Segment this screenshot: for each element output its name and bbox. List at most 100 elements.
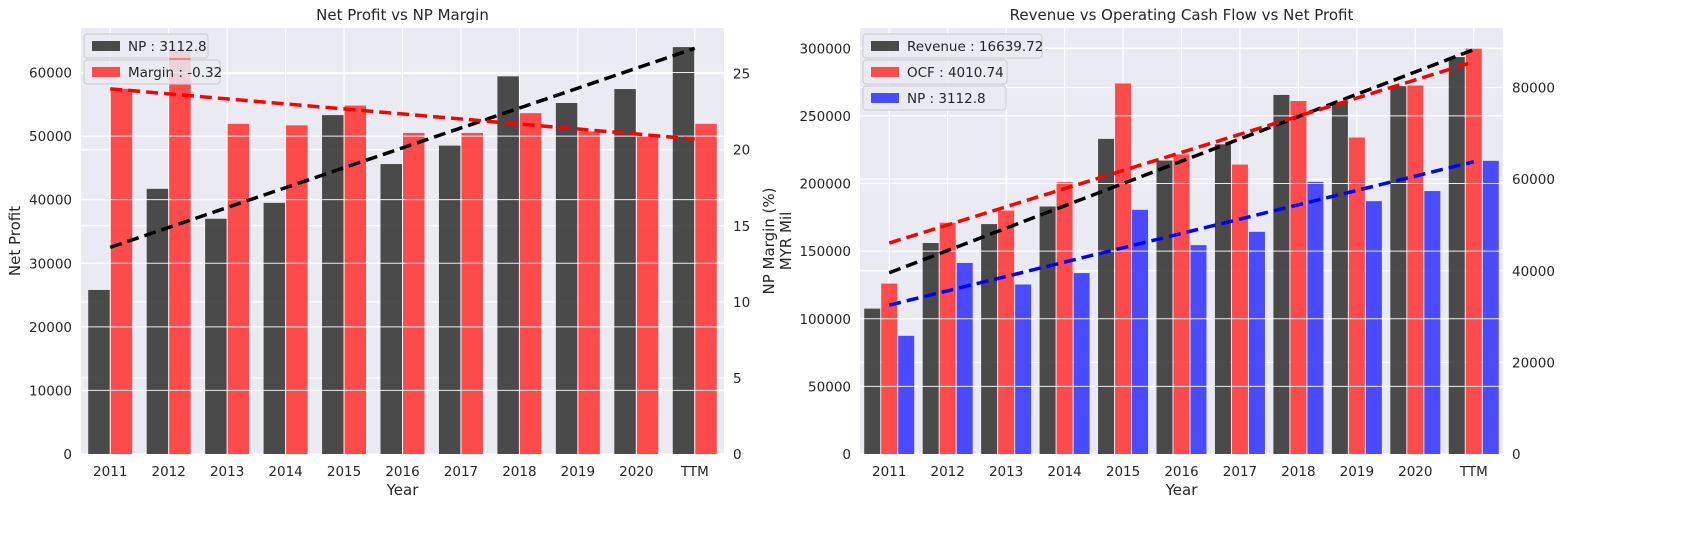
legend-swatch xyxy=(92,41,120,51)
bar-2-2013 xyxy=(998,210,1015,454)
x-tick-label: 2014 xyxy=(268,464,302,480)
bar-2-2019 xyxy=(578,131,600,454)
x-tick-label: 2020 xyxy=(1398,464,1432,480)
bar-1-2020 xyxy=(614,89,636,454)
bar-1-2016 xyxy=(380,164,402,454)
trendline-2 xyxy=(110,87,695,141)
x-tick-label: 2018 xyxy=(502,464,536,480)
bar-2-2014 xyxy=(1056,182,1073,454)
legend-swatch xyxy=(871,93,899,103)
bar-2-2019 xyxy=(1348,137,1365,455)
bar-1-TTM xyxy=(1448,57,1465,454)
y-tick-label-right: 80000 xyxy=(1512,81,1555,97)
bar-1-2011 xyxy=(88,289,110,454)
legend-swatch xyxy=(92,67,120,77)
x-tick-label: TTM xyxy=(1459,464,1488,480)
legend-label: NP : 3112.8 xyxy=(907,91,986,107)
bar-1-2019 xyxy=(555,103,578,455)
bar-2-2016 xyxy=(403,132,425,454)
legend-entry-1: NP : 3112.8 xyxy=(83,33,209,59)
legend-label: Revenue : 16639.72 xyxy=(907,39,1043,55)
legend-swatch xyxy=(871,67,899,77)
x-tick-label: 2015 xyxy=(1106,464,1140,480)
x-tick-label: 2017 xyxy=(1223,464,1257,480)
legend-entry-2: Margin : -0.32 xyxy=(83,59,222,85)
y-tick-label-left: 300000 xyxy=(799,41,851,57)
bar-1-2017 xyxy=(1214,144,1231,455)
x-tick-label: 2013 xyxy=(210,464,244,480)
x-tick-label: 2012 xyxy=(152,464,186,480)
y-tick-label-left: 50000 xyxy=(808,379,851,395)
bar-2-2013 xyxy=(227,123,250,454)
y-tick-label-left: 0 xyxy=(63,447,72,463)
bar-2-2018 xyxy=(1290,101,1307,455)
x-tick-label: 2019 xyxy=(1340,464,1374,480)
y-tick-label-left: 30000 xyxy=(29,256,72,272)
chart-panel-2: 2011 2012 2013 2014 2015 2016 2017 2018 2019 2020… xyxy=(777,6,1555,499)
bar-2-2012 xyxy=(939,222,956,454)
y-tick-label-right: 20000 xyxy=(1512,355,1555,371)
x-tick-label: 2020 xyxy=(619,464,653,480)
y-tick-label-left: 0 xyxy=(842,447,851,463)
bar-1-2014 xyxy=(263,202,286,454)
x-tick-label: 2016 xyxy=(385,464,419,480)
bar-1-2015 xyxy=(322,115,344,455)
chart-title: Revenue vs Operating Cash Flow vs Net Pr… xyxy=(1010,6,1354,24)
legend-label: NP : 3112.8 xyxy=(128,39,207,55)
y-tick-label-left: 10000 xyxy=(29,383,72,399)
y-tick-label-right: 60000 xyxy=(1512,172,1555,188)
x-tick-label: 2015 xyxy=(327,464,361,480)
y-axis-label: Net Profit xyxy=(6,206,24,276)
y-tick-label-left: 250000 xyxy=(799,109,851,125)
legend-label: Margin : -0.32 xyxy=(128,65,222,81)
bar-2-2020 xyxy=(636,136,659,454)
y-tick-label-right: 0 xyxy=(733,447,742,463)
bar-3-2017 xyxy=(1248,231,1265,454)
bar-3-2014 xyxy=(1073,273,1090,454)
bar-1-2013 xyxy=(981,224,998,454)
bar-1-2018 xyxy=(1273,94,1290,454)
x-tick-label: 2017 xyxy=(444,464,478,480)
legend-box xyxy=(862,33,1043,59)
bar-3-2019 xyxy=(1365,201,1382,454)
y-tick-label-left: 50000 xyxy=(29,129,72,145)
legend-label: OCF : 4010.74 xyxy=(907,65,1004,81)
y2-axis-label: NP Margin (%) xyxy=(760,188,778,295)
legend-entry-3: NP : 3112.8 xyxy=(862,85,1007,111)
bar-2-2015 xyxy=(344,105,367,454)
trendline-3 xyxy=(888,160,1475,307)
bar-2-2016 xyxy=(1173,154,1190,454)
bar-1-2017 xyxy=(438,145,461,454)
bar-3-2013 xyxy=(1015,284,1032,454)
bar-2-2020 xyxy=(1407,85,1424,454)
x-tick-label: 2016 xyxy=(1164,464,1198,480)
chart-title: Net Profit vs NP Margin xyxy=(316,6,489,24)
x-tick-label: 2019 xyxy=(561,464,595,480)
y-tick-label-right: 10 xyxy=(733,295,750,311)
legend-box xyxy=(83,59,221,85)
x-tick-label: TTM xyxy=(680,464,709,480)
bar-3-TTM xyxy=(1482,160,1499,454)
y-tick-label-right: 0 xyxy=(1512,447,1521,463)
bar-1-TTM xyxy=(672,47,695,455)
bar-3-2012 xyxy=(956,262,973,454)
x-tick-label: 2014 xyxy=(1047,464,1081,480)
bar-2-TTM xyxy=(695,123,717,454)
bar-1-2016 xyxy=(1156,160,1173,455)
x-tick-label: 2013 xyxy=(989,464,1023,480)
x-tick-label: 2011 xyxy=(872,464,906,480)
bar-3-2016 xyxy=(1190,245,1207,454)
bar-1-2012 xyxy=(146,188,169,455)
bar-1-2014 xyxy=(1039,206,1056,454)
legend-swatch xyxy=(871,41,899,51)
y-tick-label-left: 200000 xyxy=(799,177,851,193)
bar-2-2015 xyxy=(1115,83,1132,454)
y-tick-label-right: 40000 xyxy=(1512,264,1555,280)
x-axis-label: Year xyxy=(1165,481,1199,499)
bar-2-2018 xyxy=(519,113,542,454)
y-tick-label-left: 150000 xyxy=(799,244,851,260)
trendline-1 xyxy=(888,48,1475,275)
y-tick-label-left: 60000 xyxy=(29,66,72,82)
bar-3-2020 xyxy=(1424,191,1441,454)
